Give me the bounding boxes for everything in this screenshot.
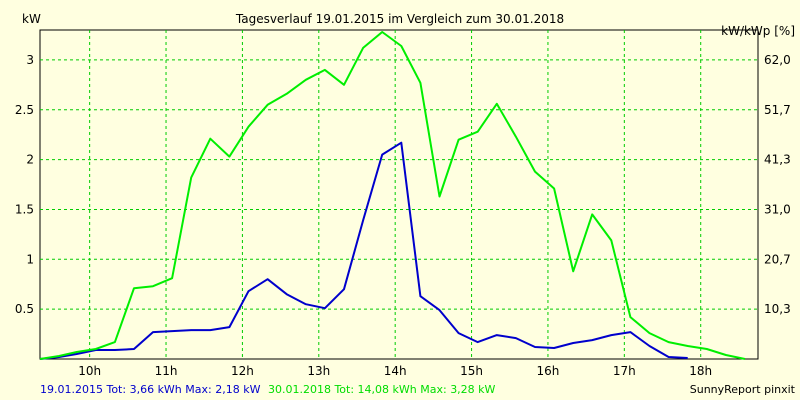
- series-line-2: [39, 31, 746, 360]
- y-right-tick-label: 41,3: [764, 153, 791, 167]
- x-tick-label: 13h: [307, 364, 330, 378]
- x-tick-label: 17h: [613, 364, 636, 378]
- y-right-tick-label: 31,0: [764, 202, 791, 216]
- x-tick-label: 18h: [689, 364, 712, 378]
- series-line-1: [39, 141, 688, 360]
- x-tick-label: 15h: [460, 364, 483, 378]
- footer-summary: 19.01.2015 Tot: 3,66 kWh Max: 2,18 kW 30…: [40, 383, 496, 396]
- y-left-tick-label: 0.5: [15, 302, 34, 316]
- plot-area: [39, 29, 759, 360]
- y-right-tick-label: 10,3: [764, 302, 791, 316]
- y-left-tick-label: 3: [26, 53, 34, 67]
- x-tick-label: 16h: [537, 364, 560, 378]
- y-right-tick-label: 51,7: [764, 103, 791, 117]
- y-left-tick-label: 1.5: [15, 202, 34, 216]
- y-left-tick-label: 2: [26, 153, 34, 167]
- y-left-tick-label: 1: [26, 252, 34, 266]
- y-left-tick-label: 2.5: [15, 103, 34, 117]
- y-axis-right-label: kW/kWp [%]: [721, 24, 795, 38]
- x-tick-label: 14h: [384, 364, 407, 378]
- tick-labels: 10h 11h 12h 13h 14h 15h 16h 17h 18h 0.5 10,3 1 20,7 1…: [15, 53, 791, 378]
- series2-summary: 30.01.2018 Tot: 14,08 kWh Max: 3,28 kW: [268, 383, 496, 396]
- x-tick-label: 10h: [78, 364, 101, 378]
- grid: [40, 30, 758, 359]
- y-right-tick-label: 62,0: [764, 53, 791, 67]
- x-tick-label: 11h: [155, 364, 178, 378]
- y-axis-left-label: kW: [22, 12, 41, 26]
- credit-text: SunnyReport pinxit: [690, 383, 796, 396]
- chart-title: Tagesverlauf 19.01.2015 im Vergleich zum…: [235, 12, 564, 26]
- x-tick-label: 12h: [231, 364, 254, 378]
- series1-summary: 19.01.2015 Tot: 3,66 kWh Max: 2,18 kW: [40, 383, 261, 396]
- series-layer: [39, 31, 746, 360]
- y-right-tick-label: 20,7: [764, 252, 791, 266]
